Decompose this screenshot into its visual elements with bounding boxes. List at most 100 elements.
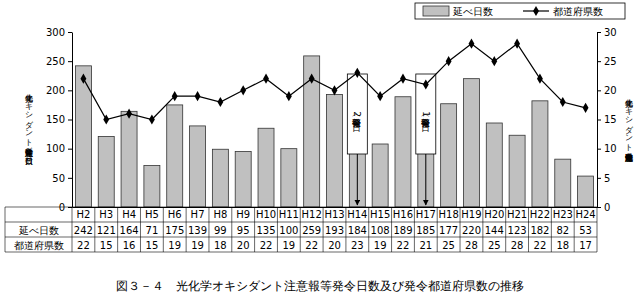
legend-label: 延べ日数 <box>452 6 493 17</box>
table-cell: 135 <box>256 225 275 236</box>
table-rule <box>5 207 6 252</box>
table-rule <box>597 207 598 252</box>
legend-item: 都道府県数 <box>523 6 603 17</box>
y2-axis-title: 光化学オキシダント注意報発令都道府県数 <box>624 93 634 163</box>
tick-label: 50 <box>52 173 65 184</box>
tick: H3 <box>99 207 113 220</box>
table-cell: 177 <box>439 225 458 236</box>
tick-label: 250 <box>46 56 65 67</box>
tick-label: H24 <box>575 209 595 220</box>
tick: 20 <box>597 85 617 96</box>
bar <box>395 97 411 207</box>
table-rule <box>140 207 141 252</box>
tick: H7 <box>191 207 205 220</box>
bar <box>327 94 343 207</box>
tick: H21 <box>507 207 527 220</box>
tick: H23 <box>553 207 573 220</box>
legend-swatch <box>423 6 449 16</box>
table-rule <box>5 237 597 238</box>
tick: H22 <box>530 207 550 220</box>
tick: H17 <box>416 207 436 220</box>
tick-label: 30 <box>604 27 617 38</box>
tick: H2 <box>76 207 90 220</box>
marker <box>377 91 383 101</box>
table-cell: 95 <box>237 225 250 236</box>
tick: H24 <box>575 207 595 220</box>
lines <box>80 39 588 125</box>
bars <box>75 56 593 207</box>
tick: 300 <box>46 27 72 38</box>
table-rule <box>163 207 164 252</box>
tick-mark <box>597 178 601 179</box>
table-cell: 22 <box>77 240 90 251</box>
table-cell: 100 <box>279 225 298 236</box>
table-cell: 19 <box>374 240 387 251</box>
table-rule <box>345 207 346 252</box>
marker <box>537 74 543 84</box>
tick-label: H14 <box>347 209 367 220</box>
table-cell: 20 <box>328 240 341 251</box>
bar <box>532 101 548 207</box>
tick: 0 <box>597 202 610 213</box>
table-rule <box>231 207 232 252</box>
tick-label: H3 <box>99 209 113 220</box>
table-rule <box>5 207 597 208</box>
table-rule <box>368 207 369 252</box>
tick-label: 15 <box>604 114 617 125</box>
tick-label: 0 <box>604 202 610 213</box>
y2-axis: 051015202530 <box>597 27 617 213</box>
tick: H13 <box>324 207 344 220</box>
table-rule <box>574 207 575 252</box>
table-cell: 53 <box>579 225 592 236</box>
tick-label: H5 <box>145 209 159 220</box>
bar <box>190 126 206 207</box>
table-cell: 220 <box>462 225 481 236</box>
table-rule <box>300 207 301 252</box>
table-cell: 144 <box>485 225 504 236</box>
tick: H9 <box>236 207 250 220</box>
marker <box>286 91 292 101</box>
bar <box>281 149 297 207</box>
table-cell: 22 <box>397 240 410 251</box>
tick-label: 20 <box>604 85 617 96</box>
tick-mark <box>68 120 72 121</box>
bar <box>167 105 183 207</box>
tick: 15 <box>597 114 617 125</box>
table-cell: 242 <box>74 225 93 236</box>
table-cell: 123 <box>508 225 527 236</box>
annotation-text: 警報発令（2日） <box>352 111 362 133</box>
tick-mark <box>597 207 601 208</box>
table-cell: 28 <box>465 240 478 251</box>
tick: 5 <box>597 173 610 184</box>
tick-mark <box>68 178 72 179</box>
tick: H5 <box>145 207 159 220</box>
line <box>83 44 585 120</box>
marker <box>217 97 223 107</box>
marker <box>309 74 315 84</box>
marker <box>149 114 155 124</box>
table-rule <box>391 207 392 252</box>
tick-label: H18 <box>439 209 459 220</box>
bar <box>304 56 320 207</box>
table-cell: 189 <box>393 225 412 236</box>
tick: H19 <box>461 207 481 220</box>
tick-label: 150 <box>46 114 65 125</box>
table-cell: 25 <box>442 240 455 251</box>
table-cell: 185 <box>416 225 435 236</box>
tick-label: 200 <box>46 85 65 96</box>
tick-label: H17 <box>416 209 436 220</box>
table-rule <box>505 207 506 252</box>
table-cell: 184 <box>348 225 367 236</box>
table-cell: 139 <box>188 225 207 236</box>
tick: H20 <box>484 207 504 220</box>
legend: 延べ日数 都道府県数 <box>415 3 625 19</box>
marker <box>400 74 406 84</box>
table-cell: 108 <box>371 225 390 236</box>
marker <box>172 91 178 101</box>
table-cell: 164 <box>120 225 139 236</box>
tick-label: H4 <box>122 209 136 220</box>
table-cell: 19 <box>168 240 181 251</box>
marker <box>560 97 566 107</box>
bar <box>441 104 457 207</box>
table-cell: 82 <box>556 225 569 236</box>
